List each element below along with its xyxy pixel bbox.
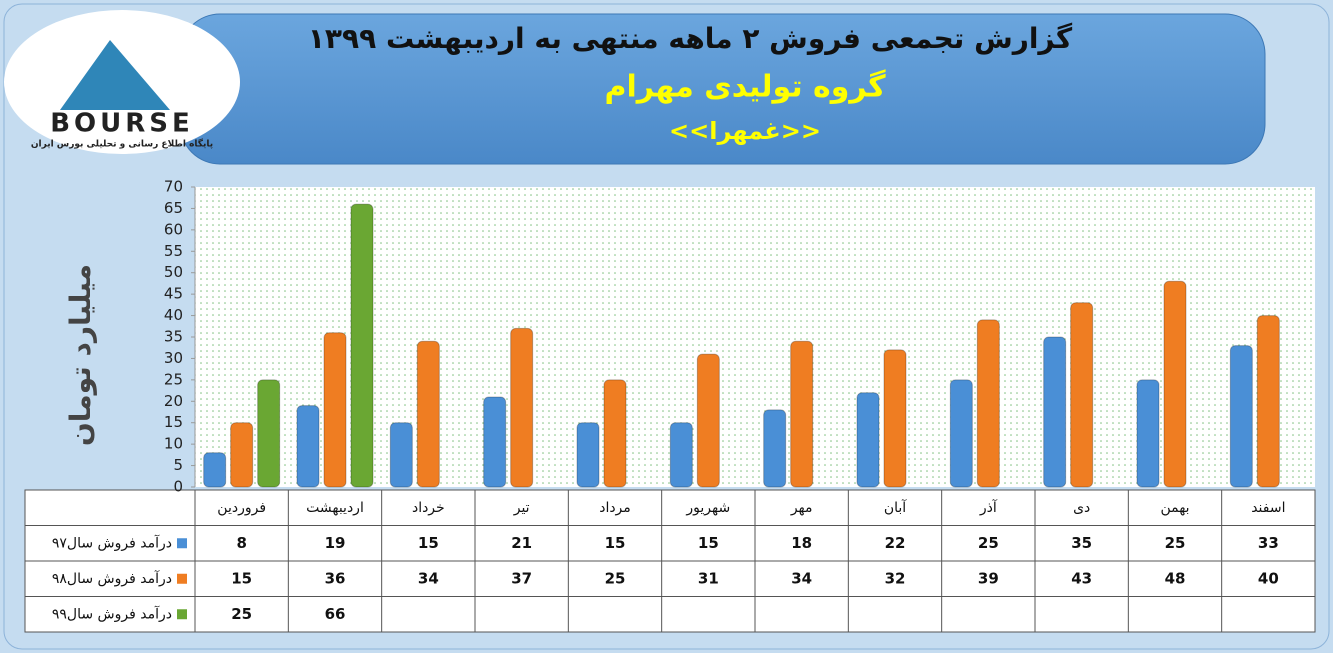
y-tick-label: 45 <box>164 285 183 303</box>
x-tick-label: شهریور <box>685 500 730 516</box>
y-tick-label: 50 <box>164 263 183 281</box>
logo-caption: پایگاه اطلاع رسانی و تحلیلی بورس ایران <box>31 138 213 150</box>
table-value: 33 <box>1258 534 1279 552</box>
table-value: 43 <box>1071 569 1092 587</box>
x-tick-label: تیر <box>513 500 530 516</box>
table-value: 37 <box>511 569 532 587</box>
table-value: 34 <box>418 569 439 587</box>
table-value: 35 <box>1071 534 1092 552</box>
table-value: 31 <box>698 569 719 587</box>
bar <box>856 392 880 488</box>
table-value: 22 <box>885 534 906 552</box>
x-tick-label: مرداد <box>599 500 631 516</box>
x-tick-label: آبان <box>884 499 907 516</box>
bar <box>1043 336 1067 488</box>
y-tick-label: 5 <box>173 456 183 474</box>
bar <box>669 422 693 488</box>
bar <box>763 409 787 488</box>
x-tick-label: آذر <box>979 499 998 516</box>
table-value: 8 <box>236 534 246 552</box>
legend-swatch <box>177 609 187 620</box>
legend-swatch <box>177 538 187 549</box>
legend-swatch <box>177 573 187 584</box>
bar <box>1070 302 1094 488</box>
y-tick-label: 15 <box>164 413 183 431</box>
bar <box>350 203 374 488</box>
plot-area <box>195 187 1315 487</box>
y-axis-label: میلیارد تومان <box>64 264 97 446</box>
bar <box>416 340 440 488</box>
y-tick-label: 10 <box>164 435 183 453</box>
bar <box>1163 280 1187 488</box>
table-value: 39 <box>978 569 999 587</box>
bar <box>696 353 720 488</box>
table-value: 15 <box>605 534 626 552</box>
table-value: 32 <box>885 569 906 587</box>
table-value: 48 <box>1165 569 1186 587</box>
bar <box>1229 345 1253 488</box>
chart-title: گزارش تجمعی فروش ۲ ماهه منتهی به اردیبهش… <box>308 22 1073 55</box>
y-tick-label: 40 <box>164 306 183 324</box>
x-tick-label: اردیبهشت <box>306 500 364 516</box>
y-tick-label: 55 <box>164 242 183 260</box>
bar <box>603 379 627 488</box>
table-value: 66 <box>325 605 346 623</box>
table-value: 15 <box>698 534 719 552</box>
bar <box>257 379 281 488</box>
x-tick-label: بهمن <box>1160 500 1189 516</box>
y-tick-label: 60 <box>164 220 183 238</box>
legend-label: درآمد فروش سال۹۹ <box>52 605 172 622</box>
y-tick-label: 70 <box>164 178 183 196</box>
table-value: 40 <box>1258 569 1279 587</box>
bar <box>389 422 413 488</box>
table-value: 18 <box>791 534 812 552</box>
bar <box>483 396 507 488</box>
y-tick-label: 65 <box>164 199 183 217</box>
bar <box>790 340 814 488</box>
logo-mark <box>60 40 170 110</box>
symbol: <<غمهرا>> <box>669 117 821 145</box>
bar <box>296 405 320 488</box>
legend-label: درآمد فروش سال۹۷ <box>52 534 172 551</box>
logo-text: BOURSE <box>50 109 194 139</box>
bar <box>576 422 600 488</box>
table-value: 15 <box>231 569 252 587</box>
bar <box>510 327 534 488</box>
table-value: 25 <box>978 534 999 552</box>
y-tick-label: 0 <box>173 478 183 496</box>
bar <box>883 349 907 488</box>
table-value: 25 <box>231 605 252 623</box>
bar <box>230 422 254 488</box>
chart-subtitle: گروه تولیدی مهرام <box>604 69 886 105</box>
x-tick-label: فروردین <box>217 500 266 516</box>
y-tick-label: 35 <box>164 328 183 346</box>
bar <box>949 379 973 488</box>
table-value: 34 <box>791 569 812 587</box>
table-value: 15 <box>418 534 439 552</box>
bar <box>1256 315 1280 488</box>
table-value: 36 <box>325 569 346 587</box>
table-value: 25 <box>605 569 626 587</box>
x-tick-label: دی <box>1073 500 1090 516</box>
bar <box>1136 379 1160 488</box>
table-value: 21 <box>511 534 532 552</box>
table-value: 19 <box>325 534 346 552</box>
x-tick-label: مهر <box>790 500 813 516</box>
table-value: 25 <box>1165 534 1186 552</box>
y-tick-label: 30 <box>164 349 183 367</box>
y-tick-label: 20 <box>164 392 183 410</box>
bar <box>203 452 227 488</box>
legend-label: درآمد فروش سال۹۸ <box>52 570 172 587</box>
x-tick-label: اسفند <box>1251 500 1285 516</box>
bar <box>976 319 1000 488</box>
x-tick-label: خرداد <box>412 500 445 516</box>
y-tick-label: 25 <box>164 370 183 388</box>
bar <box>323 332 347 488</box>
